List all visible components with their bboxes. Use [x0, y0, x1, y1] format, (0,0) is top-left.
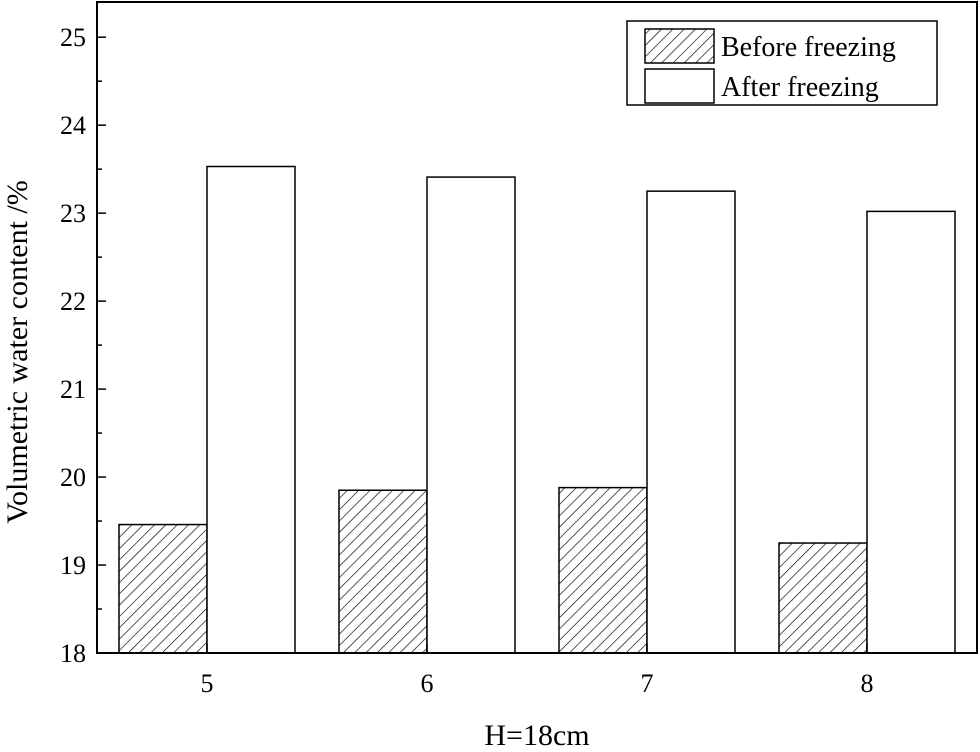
legend-swatch-before-freezing: [644, 28, 715, 64]
x-tick-label: 7: [641, 669, 654, 698]
y-tick-label: 21: [60, 375, 86, 404]
y-axis: 18 19 20 21 22 23 24 25: [60, 23, 106, 668]
bar-after-freezing-8: [866, 210, 956, 654]
x-axis: 5 6 7 8: [201, 644, 874, 698]
bar-before-freezing-6: [338, 489, 428, 654]
x-tick-label: 5: [201, 669, 214, 698]
bar-after-freezing-5: [206, 165, 296, 654]
plot-frame: [96, 1, 978, 654]
x-tick-label: 6: [421, 669, 434, 698]
bar-after-freezing-6: [426, 176, 516, 654]
bar-before-freezing-8: [778, 542, 868, 654]
bar-before-freezing-7: [558, 486, 648, 654]
legend-swatch-after-freezing: [644, 68, 715, 104]
bar-after-freezing-7: [646, 190, 736, 654]
bar-before-freezing-5: [118, 523, 208, 654]
x-tick-label: 8: [861, 669, 874, 698]
legend-label-before-freezing: Before freezing: [721, 32, 896, 63]
legend-label-after-freezing: After freezing: [721, 72, 879, 103]
legend: Before freezing After freezing: [626, 20, 938, 106]
x-axis-title: H=18cm: [484, 719, 589, 752]
bars-group: [118, 165, 956, 654]
y-tick-label: 19: [60, 551, 86, 580]
y-axis-title: Volumetric water content /%: [1, 180, 34, 524]
y-tick-label: 18: [60, 639, 86, 668]
y-tick-label: 20: [60, 463, 86, 492]
y-tick-label: 24: [60, 111, 86, 140]
y-tick-label: 22: [60, 287, 86, 316]
y-tick-label: 25: [60, 23, 86, 52]
y-tick-label: 23: [60, 199, 86, 228]
